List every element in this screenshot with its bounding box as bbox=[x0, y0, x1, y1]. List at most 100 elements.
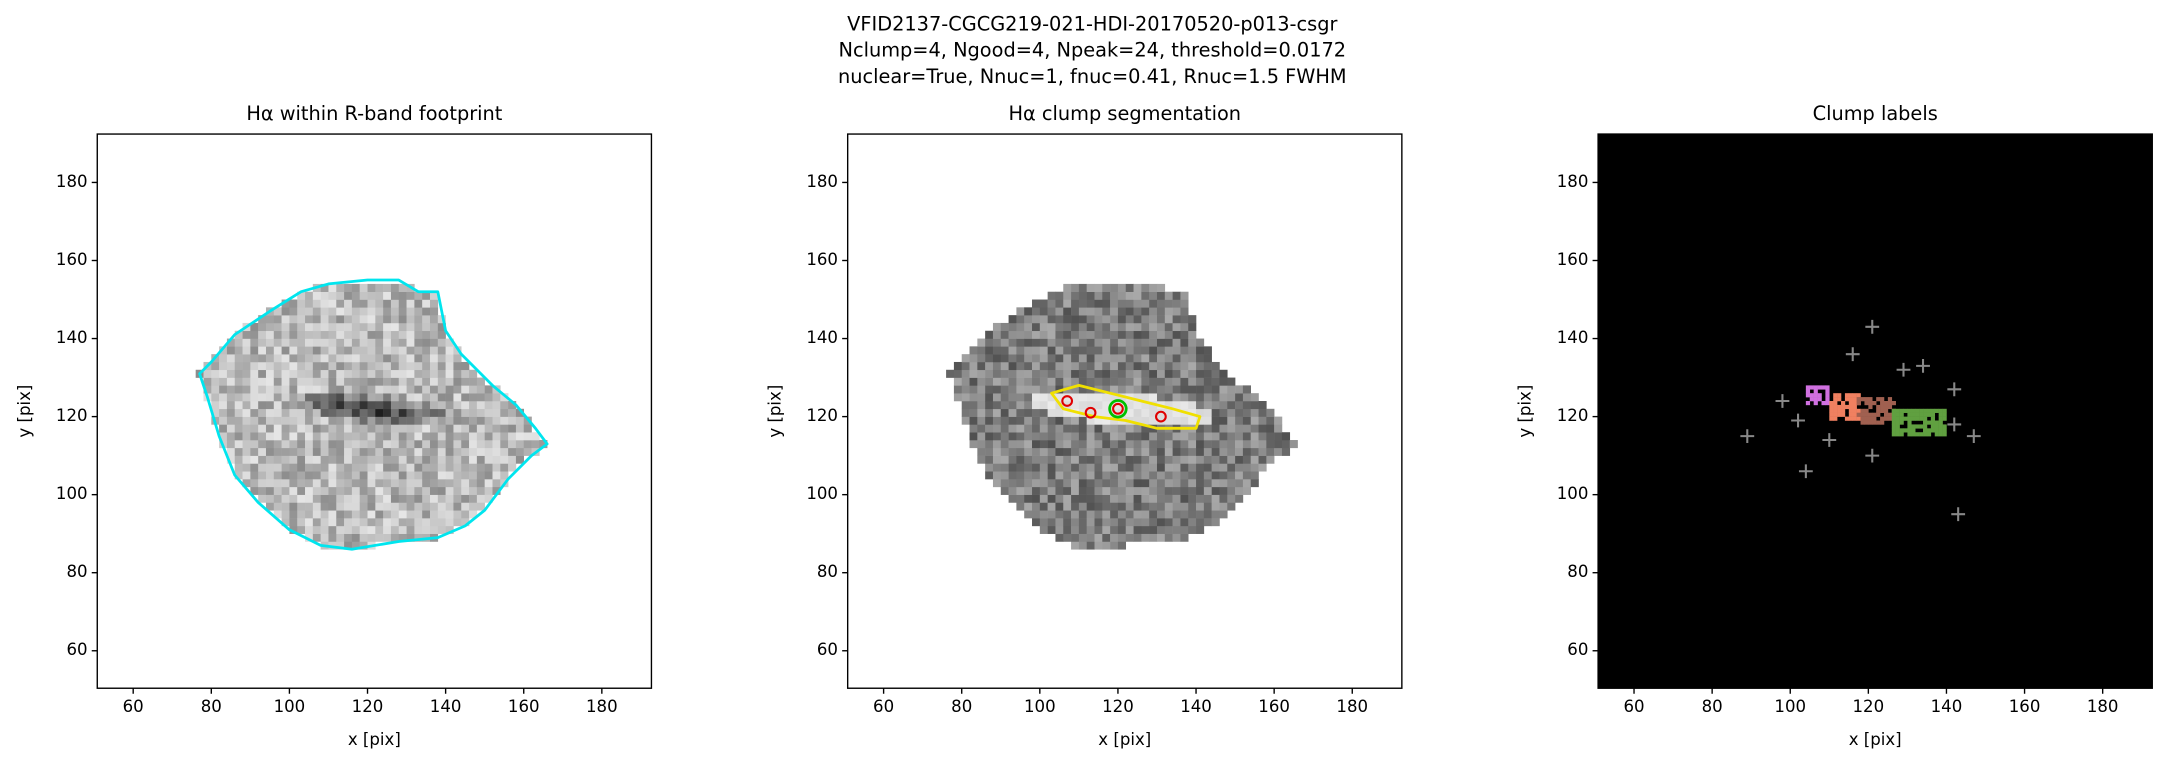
image-pixel bbox=[1102, 377, 1111, 386]
clump-pixel bbox=[1844, 404, 1850, 410]
image-pixel bbox=[1149, 299, 1158, 308]
image-pixel bbox=[1281, 432, 1291, 441]
image-pixel bbox=[484, 408, 493, 417]
image-pixel bbox=[430, 369, 439, 378]
x-tick-label: 160 bbox=[1258, 697, 1290, 716]
image-pixel bbox=[1156, 408, 1166, 417]
image-pixel bbox=[1258, 400, 1267, 410]
image-pixel bbox=[1188, 432, 1197, 441]
image-pixel bbox=[258, 322, 267, 332]
image-pixel bbox=[1032, 361, 1041, 371]
image-pixel bbox=[1008, 393, 1017, 402]
image-pixel bbox=[1141, 408, 1150, 417]
image-pixel bbox=[1102, 525, 1111, 534]
image-pixel bbox=[305, 369, 314, 378]
image-pixel bbox=[445, 408, 454, 417]
image-pixel bbox=[430, 315, 439, 324]
image-pixel bbox=[1258, 424, 1267, 433]
image-pixel bbox=[1024, 400, 1033, 410]
clump-pixel bbox=[1915, 432, 1920, 437]
image-pixel bbox=[390, 455, 400, 464]
image-pixel bbox=[281, 502, 290, 511]
image-pixel bbox=[297, 377, 306, 386]
image-pixel bbox=[1094, 338, 1103, 347]
image-pixel bbox=[344, 541, 353, 550]
image-pixel bbox=[344, 486, 353, 495]
image-pixel bbox=[328, 385, 337, 394]
image-pixel bbox=[351, 330, 360, 339]
image-pixel bbox=[398, 479, 407, 488]
image-pixel bbox=[430, 408, 439, 417]
image-pixel bbox=[1196, 432, 1205, 441]
image-pixel bbox=[1141, 346, 1150, 355]
image-pixel bbox=[453, 518, 462, 527]
image-pixel bbox=[1055, 346, 1064, 355]
image-pixel bbox=[414, 424, 423, 433]
image-pixel bbox=[312, 369, 321, 378]
image-pixel bbox=[422, 494, 431, 503]
image-pixel bbox=[1188, 346, 1197, 355]
image-pixel bbox=[390, 291, 400, 300]
image-pixel bbox=[1141, 463, 1150, 472]
image-pixel bbox=[265, 408, 275, 417]
image-pixel bbox=[1016, 440, 1025, 449]
image-pixel bbox=[992, 400, 1002, 410]
image-pixel bbox=[1039, 424, 1048, 433]
image-pixel bbox=[1110, 502, 1119, 511]
image-pixel bbox=[375, 518, 384, 527]
image-pixel bbox=[1117, 315, 1127, 324]
image-pixel bbox=[281, 486, 290, 495]
image-pixel bbox=[453, 393, 462, 402]
image-pixel bbox=[398, 502, 407, 511]
image-pixel bbox=[445, 447, 454, 456]
image-pixel bbox=[344, 525, 353, 534]
image-pixel bbox=[1047, 338, 1056, 347]
image-pixel bbox=[1164, 307, 1173, 316]
image-pixel bbox=[390, 385, 400, 394]
image-pixel bbox=[383, 479, 392, 488]
image-pixel bbox=[1235, 385, 1244, 394]
image-pixel bbox=[1266, 440, 1275, 449]
clump-pixel bbox=[1907, 424, 1912, 429]
image-pixel bbox=[1047, 440, 1056, 449]
panel-title: Hα clump segmentation bbox=[1008, 102, 1241, 125]
image-pixel bbox=[289, 338, 298, 347]
image-pixel bbox=[344, 440, 353, 449]
image-pixel bbox=[1063, 463, 1072, 472]
image-pixel bbox=[1047, 291, 1056, 300]
image-pixel bbox=[336, 330, 345, 339]
image-pixel bbox=[344, 283, 353, 293]
clump-pixel bbox=[1817, 385, 1822, 390]
image-pixel bbox=[359, 416, 368, 425]
image-pixel bbox=[1172, 361, 1181, 371]
image-pixel bbox=[383, 315, 392, 324]
image-pixel bbox=[383, 533, 392, 542]
image-pixel bbox=[1227, 416, 1236, 425]
clump-pixel bbox=[1883, 404, 1889, 410]
image-pixel bbox=[297, 486, 306, 495]
image-pixel bbox=[1086, 315, 1095, 324]
image-pixel bbox=[1227, 471, 1236, 480]
x-tick-label: 180 bbox=[1336, 697, 1368, 716]
image-pixel bbox=[234, 432, 243, 441]
image-pixel bbox=[250, 455, 259, 464]
image-pixel bbox=[1000, 377, 1009, 386]
image-pixel bbox=[1078, 533, 1087, 542]
image-pixel bbox=[461, 455, 470, 464]
image-pixel bbox=[1125, 510, 1134, 519]
image-pixel bbox=[344, 502, 353, 511]
image-pixel bbox=[1196, 369, 1205, 378]
image-pixel bbox=[1055, 408, 1064, 417]
image-pixel bbox=[344, 533, 353, 542]
image-pixel bbox=[375, 440, 384, 449]
image-pixel bbox=[406, 510, 415, 519]
image-pixel bbox=[531, 432, 540, 441]
image-pixel bbox=[1149, 471, 1158, 480]
image-pixel bbox=[1078, 354, 1087, 363]
image-pixel bbox=[390, 330, 400, 339]
image-pixel bbox=[265, 416, 275, 425]
clump-pixel bbox=[1856, 412, 1861, 417]
image-pixel bbox=[1094, 471, 1103, 480]
image-pixel bbox=[351, 291, 360, 300]
image-pixel bbox=[320, 494, 329, 503]
